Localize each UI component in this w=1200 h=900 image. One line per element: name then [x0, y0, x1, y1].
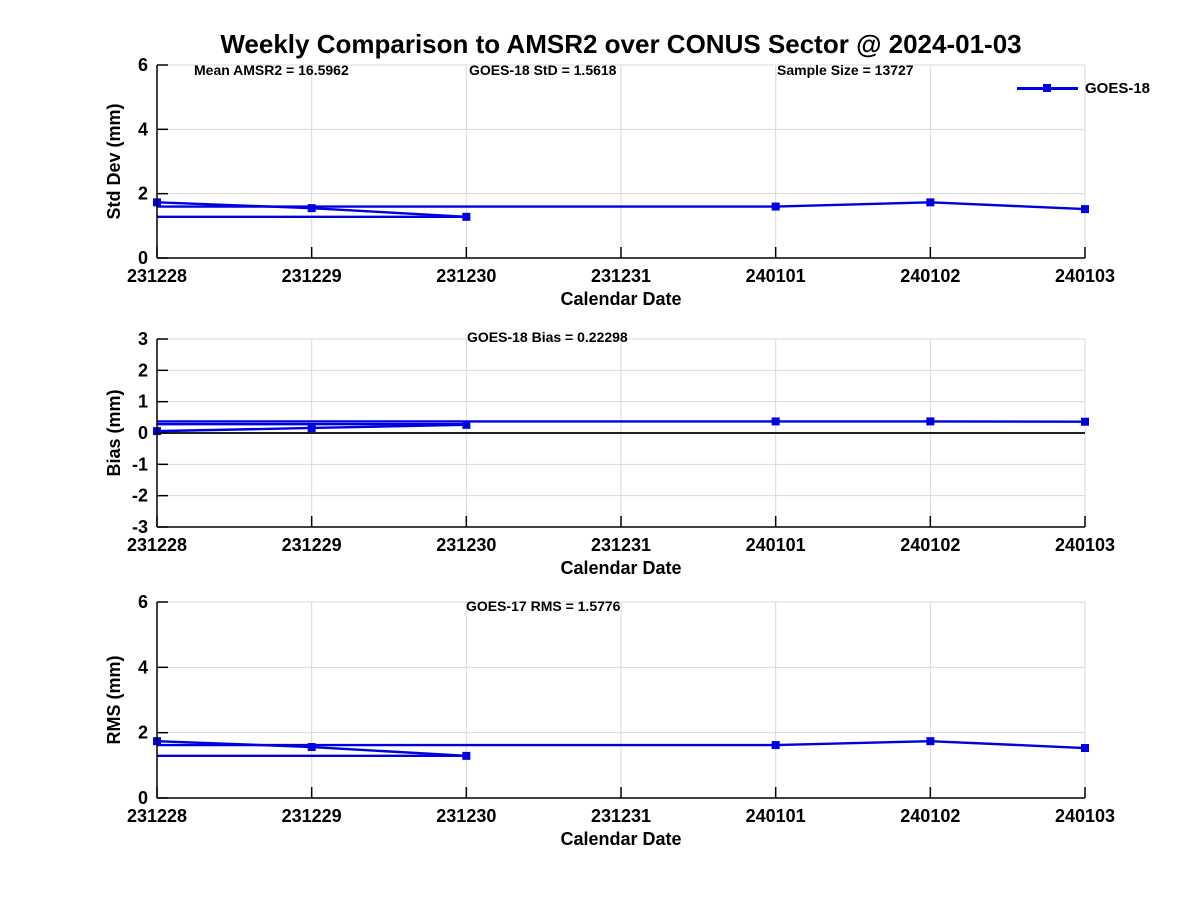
x-axis-label: Calendar Date — [560, 829, 681, 849]
chart-title: Weekly Comparison to AMSR2 over CONUS Se… — [220, 29, 1022, 59]
data-point-marker — [771, 417, 780, 426]
x-axis-label: Calendar Date — [560, 289, 681, 309]
y-tick-label: -3 — [132, 517, 148, 537]
data-point-marker — [462, 212, 471, 221]
data-point-marker — [307, 204, 316, 213]
y-tick-label: 6 — [138, 592, 148, 612]
data-point-marker — [926, 417, 935, 426]
x-tick-label: 240103 — [1055, 806, 1115, 826]
y-tick-label: -1 — [132, 454, 148, 474]
stat-annotation-goes18-std: GOES-18 StD = 1.5618 — [469, 62, 617, 78]
stat-annotation-mean-amsr2: Mean AMSR2 = 16.5962 — [194, 62, 349, 78]
x-tick-label: 240102 — [900, 266, 960, 286]
x-tick-label: 240102 — [900, 806, 960, 826]
y-tick-label: 4 — [138, 657, 148, 677]
x-tick-label: 231231 — [591, 535, 651, 555]
x-tick-label: 231228 — [127, 266, 187, 286]
data-point-marker — [926, 198, 935, 207]
y-tick-label: 1 — [138, 392, 148, 412]
x-tick-label: 231229 — [282, 266, 342, 286]
x-tick-label: 231230 — [436, 806, 496, 826]
subplot-rms: 0 2 4 6 231228 231229 231230 231231 240101 240102… — [104, 592, 1115, 849]
x-axis-label: Calendar Date — [560, 558, 681, 578]
data-line — [157, 201, 1086, 211]
y-axis-label: RMS (mm) — [104, 655, 124, 744]
subplot-std-dev: 0 2 4 6 231228 231229 231230 231231 240101 240102… — [104, 55, 1115, 309]
x-tick-label: 231231 — [591, 266, 651, 286]
x-tick-label: 240103 — [1055, 535, 1115, 555]
x-tick-label: 231229 — [282, 806, 342, 826]
data-point-marker — [1081, 417, 1089, 426]
x-tick-label: 231228 — [127, 535, 187, 555]
data-point-marker — [771, 202, 780, 211]
data-point-marker — [462, 751, 471, 760]
data-point-marker — [307, 423, 316, 432]
x-tick-label: 240102 — [900, 535, 960, 555]
x-tick-label: 231228 — [127, 806, 187, 826]
legend-square-marker-icon — [1043, 84, 1051, 92]
x-tick-label: 240101 — [746, 266, 806, 286]
y-tick-label: 4 — [138, 119, 148, 139]
y-tick-label: 0 — [138, 788, 148, 808]
y-tick-label: 2 — [138, 723, 148, 743]
y-tick-label: -2 — [132, 486, 148, 506]
data-point-marker — [1081, 205, 1089, 214]
x-tick-label: 231230 — [436, 266, 496, 286]
y-tick-label: 0 — [138, 248, 148, 268]
stat-annotation-goes18-bias: GOES-18 Bias = 0.22298 — [467, 329, 628, 345]
y-tick-label: 3 — [138, 329, 148, 349]
legend-series-label: GOES-18 — [1085, 80, 1151, 97]
legend-line-swatch — [1017, 84, 1078, 94]
x-tick-label: 240101 — [746, 535, 806, 555]
data-point-marker — [462, 420, 471, 429]
y-tick-label: 6 — [138, 55, 148, 75]
x-tick-label: 231230 — [436, 535, 496, 555]
y-tick-label: 2 — [138, 360, 148, 380]
subplot-bias: -3 -2 -1 0 1 2 3 231228 231229 231230 231231 240101… — [104, 329, 1115, 578]
data-point-marker — [771, 741, 780, 750]
stat-annotation-sample-size: Sample Size = 13727 — [777, 62, 914, 78]
y-axis-label: Std Dev (mm) — [104, 103, 124, 219]
x-tick-label: 231231 — [591, 806, 651, 826]
stat-annotation-goes17-rms: GOES-17 RMS = 1.5776 — [466, 598, 621, 614]
legend: GOES-18 — [1017, 80, 1150, 97]
x-tick-label: 240101 — [746, 806, 806, 826]
data-line — [157, 739, 1086, 750]
data-point-marker — [1081, 744, 1089, 753]
x-tick-label: 240103 — [1055, 266, 1115, 286]
data-point-marker — [926, 737, 935, 746]
y-tick-label: 0 — [138, 423, 148, 443]
data-point-marker — [307, 743, 316, 752]
y-tick-label: 2 — [138, 184, 148, 204]
y-axis-label: Bias (mm) — [104, 389, 124, 476]
x-tick-label: 231229 — [282, 535, 342, 555]
